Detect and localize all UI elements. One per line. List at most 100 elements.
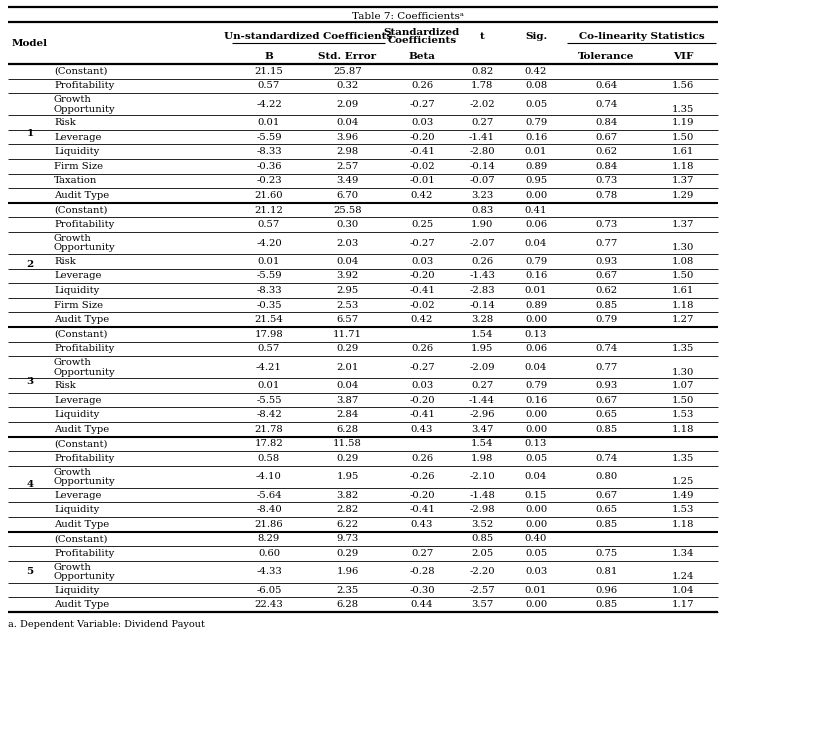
Text: 1.04: 1.04 [672, 586, 694, 595]
Text: 1.34: 1.34 [672, 549, 694, 558]
Text: 0.32: 0.32 [336, 82, 358, 91]
Text: 0.29: 0.29 [336, 549, 358, 558]
Text: -0.02: -0.02 [409, 300, 435, 310]
Text: Risk: Risk [54, 381, 76, 390]
Text: 1.90: 1.90 [471, 220, 493, 230]
Text: 5: 5 [26, 567, 33, 576]
Text: 0.06: 0.06 [525, 220, 547, 230]
Text: -0.14: -0.14 [469, 300, 495, 310]
Text: 0.06: 0.06 [525, 344, 547, 353]
Text: 1: 1 [26, 129, 33, 138]
Text: Opportunity: Opportunity [54, 368, 116, 377]
Text: Audit Type: Audit Type [54, 425, 109, 434]
Text: 3.47: 3.47 [471, 425, 493, 434]
Text: 0.74: 0.74 [596, 454, 618, 463]
Text: 0.62: 0.62 [596, 147, 618, 156]
Text: 0.42: 0.42 [410, 191, 433, 200]
Text: 1.29: 1.29 [672, 191, 694, 200]
Text: 0.79: 0.79 [525, 381, 547, 390]
Text: Beta: Beta [409, 52, 436, 61]
Text: -1.41: -1.41 [469, 133, 495, 142]
Text: 0.73: 0.73 [596, 220, 618, 230]
Text: 0.00: 0.00 [525, 519, 547, 528]
Text: -2.07: -2.07 [469, 239, 494, 248]
Text: Growth: Growth [54, 359, 92, 367]
Text: 1.95: 1.95 [336, 473, 359, 481]
Text: Profitability: Profitability [54, 82, 114, 91]
Text: 0.62: 0.62 [596, 286, 618, 295]
Text: 0.93: 0.93 [596, 381, 618, 390]
Text: -8.42: -8.42 [256, 410, 282, 419]
Text: -0.14: -0.14 [469, 162, 495, 171]
Text: -5.59: -5.59 [256, 271, 282, 280]
Text: 3.57: 3.57 [471, 600, 493, 609]
Text: 1.18: 1.18 [672, 162, 694, 171]
Text: -4.22: -4.22 [256, 100, 282, 109]
Text: 2: 2 [26, 260, 33, 270]
Text: -0.20: -0.20 [409, 271, 435, 280]
Text: 0.42: 0.42 [525, 66, 548, 76]
Text: 1.27: 1.27 [672, 315, 694, 324]
Text: -2.83: -2.83 [469, 286, 494, 295]
Text: Growth: Growth [54, 234, 92, 243]
Text: 0.00: 0.00 [525, 191, 547, 200]
Text: 1.61: 1.61 [672, 147, 694, 156]
Text: Leverage: Leverage [54, 491, 101, 500]
Text: Liquidity: Liquidity [54, 286, 100, 295]
Text: -8.33: -8.33 [256, 286, 282, 295]
Text: -0.27: -0.27 [409, 239, 435, 248]
Text: 0.16: 0.16 [525, 133, 547, 142]
Text: -2.57: -2.57 [469, 586, 494, 595]
Text: -0.07: -0.07 [469, 177, 494, 186]
Text: 21.60: 21.60 [255, 191, 283, 200]
Text: a. Dependent Variable: Dividend Payout: a. Dependent Variable: Dividend Payout [8, 620, 205, 628]
Text: -2.96: -2.96 [469, 410, 494, 419]
Text: -2.20: -2.20 [469, 567, 494, 576]
Text: Risk: Risk [54, 118, 76, 127]
Text: 0.67: 0.67 [596, 396, 618, 405]
Text: 2.98: 2.98 [336, 147, 358, 156]
Text: 0.03: 0.03 [411, 257, 433, 266]
Text: Profitability: Profitability [54, 220, 114, 230]
Text: 9.73: 9.73 [336, 535, 358, 544]
Text: 0.04: 0.04 [525, 362, 548, 371]
Text: 0.01: 0.01 [258, 381, 280, 390]
Text: 0.30: 0.30 [336, 220, 358, 230]
Text: 0.05: 0.05 [525, 549, 547, 558]
Text: -0.41: -0.41 [409, 505, 435, 514]
Text: 0.01: 0.01 [525, 586, 548, 595]
Text: 2.35: 2.35 [336, 586, 358, 595]
Text: 0.85: 0.85 [596, 600, 618, 609]
Text: 17.98: 17.98 [255, 330, 283, 339]
Text: 0.44: 0.44 [410, 600, 433, 609]
Text: -5.55: -5.55 [256, 396, 282, 405]
Text: 0.67: 0.67 [596, 271, 618, 280]
Text: -4.21: -4.21 [256, 362, 282, 371]
Text: t: t [480, 32, 485, 41]
Text: 0.74: 0.74 [596, 344, 618, 353]
Text: 1.61: 1.61 [672, 286, 694, 295]
Text: 0.57: 0.57 [258, 220, 280, 230]
Text: 1.19: 1.19 [672, 118, 694, 127]
Text: -2.09: -2.09 [469, 362, 494, 371]
Text: 1.25: 1.25 [672, 477, 694, 486]
Text: 0.04: 0.04 [336, 381, 359, 390]
Text: 0.78: 0.78 [596, 191, 618, 200]
Text: 0.27: 0.27 [411, 549, 433, 558]
Text: 2.03: 2.03 [336, 239, 358, 248]
Text: -0.01: -0.01 [409, 177, 435, 186]
Text: 2.82: 2.82 [336, 505, 358, 514]
Text: 1.56: 1.56 [672, 82, 694, 91]
Text: 25.87: 25.87 [333, 66, 361, 76]
Text: 0.01: 0.01 [525, 286, 548, 295]
Text: 1.98: 1.98 [471, 454, 493, 463]
Text: 0.89: 0.89 [525, 162, 547, 171]
Text: Audit Type: Audit Type [54, 191, 109, 200]
Text: -5.59: -5.59 [256, 133, 282, 142]
Text: 1.78: 1.78 [471, 82, 493, 91]
Text: 6.70: 6.70 [336, 191, 358, 200]
Text: 1.50: 1.50 [672, 396, 694, 405]
Text: 1.18: 1.18 [672, 519, 694, 528]
Text: Leverage: Leverage [54, 271, 101, 280]
Text: Co-linearity Statistics: Co-linearity Statistics [579, 32, 704, 41]
